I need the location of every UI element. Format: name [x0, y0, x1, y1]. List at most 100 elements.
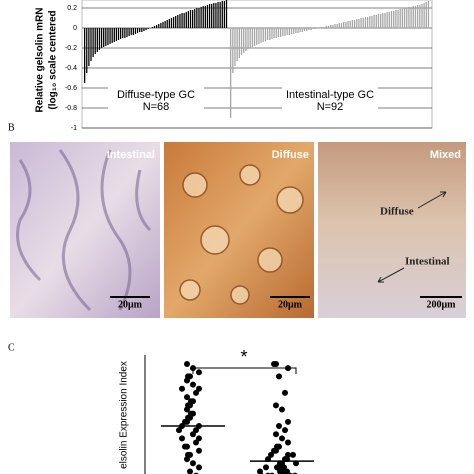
arrow — [417, 191, 447, 209]
bar — [399, 9, 401, 28]
y-axis-label: Relative gelsolin mRN — [35, 7, 46, 112]
bar — [211, 4, 213, 28]
bar — [312, 28, 314, 29]
data-point — [282, 427, 288, 434]
bar — [90, 28, 92, 61]
data-point — [179, 435, 185, 442]
bar — [299, 28, 301, 32]
bar — [181, 13, 183, 28]
bar — [113, 28, 115, 42]
bar — [351, 20, 354, 28]
bar — [408, 7, 410, 28]
bar — [366, 17, 369, 28]
bar — [204, 6, 206, 28]
y-tick-label: -0.6 — [65, 85, 77, 92]
bar — [388, 12, 390, 28]
annotation: Diffuse — [380, 206, 414, 218]
y-tick-label: 0.2 — [67, 5, 77, 12]
group-count: N=68 — [143, 101, 170, 113]
bar — [158, 24, 160, 28]
bar — [111, 28, 113, 43]
data-point — [290, 451, 296, 458]
bar — [256, 28, 258, 45]
bar — [364, 17, 367, 28]
data-point — [196, 435, 202, 442]
scale-bar-label: 200μm — [427, 299, 457, 310]
bar — [179, 14, 181, 28]
bar — [290, 28, 293, 34]
bar — [403, 8, 406, 28]
bar — [94, 28, 96, 54]
bar — [382, 13, 384, 28]
bar — [288, 28, 290, 35]
bar — [275, 28, 277, 38]
data-point — [193, 389, 199, 396]
arrow — [377, 267, 405, 283]
bar — [109, 28, 111, 44]
bar — [293, 28, 295, 34]
bar — [84, 28, 86, 83]
bar — [117, 28, 120, 40]
bar — [410, 7, 412, 28]
bar — [215, 3, 217, 28]
bar — [122, 28, 124, 38]
bar — [314, 28, 317, 29]
bar — [194, 9, 196, 28]
bar — [401, 9, 404, 28]
panel-label: B — [8, 122, 15, 133]
y-tick-label: -0.4 — [65, 65, 77, 72]
y-axis-label: elsolin Expression Index — [119, 361, 130, 469]
bar — [358, 19, 360, 28]
data-point — [184, 456, 190, 463]
bar — [349, 21, 351, 28]
data-point — [285, 418, 291, 425]
bar — [347, 21, 349, 28]
bar — [172, 17, 175, 28]
data-point — [273, 402, 279, 409]
bar — [166, 20, 168, 28]
bar — [353, 20, 356, 28]
bar — [325, 26, 327, 28]
bar — [170, 18, 173, 28]
bar — [219, 2, 221, 28]
bar — [264, 28, 267, 41]
bar — [103, 28, 105, 47]
data-point — [182, 418, 188, 425]
data-point — [279, 435, 285, 442]
data-point — [190, 460, 196, 467]
bar — [236, 28, 238, 61]
bar — [230, 28, 232, 118]
bar — [340, 23, 343, 28]
bar — [393, 11, 395, 28]
bar — [280, 28, 282, 37]
bar — [198, 8, 200, 28]
bar — [183, 13, 185, 28]
data-point — [273, 431, 279, 438]
bar — [134, 28, 137, 34]
bar — [336, 24, 338, 28]
bar — [202, 6, 204, 28]
bar — [124, 28, 126, 38]
data-point — [190, 365, 196, 372]
bar — [330, 25, 332, 28]
data-point — [176, 427, 182, 434]
bar — [249, 28, 251, 48]
bar — [258, 28, 260, 44]
bar — [213, 3, 215, 28]
y-tick-label: 0 — [73, 25, 77, 32]
data-point — [276, 423, 282, 429]
bar — [234, 28, 236, 66]
data-point — [193, 427, 199, 434]
bar — [323, 27, 325, 28]
bar — [273, 28, 275, 38]
bar — [96, 28, 98, 52]
bar — [223, 1, 226, 28]
bar — [107, 28, 109, 45]
data-point — [184, 361, 190, 367]
bar — [260, 28, 262, 43]
bar — [360, 18, 362, 28]
data-point — [193, 439, 199, 446]
bar — [232, 28, 234, 73]
label-bg — [282, 87, 378, 113]
data-point — [196, 447, 202, 454]
